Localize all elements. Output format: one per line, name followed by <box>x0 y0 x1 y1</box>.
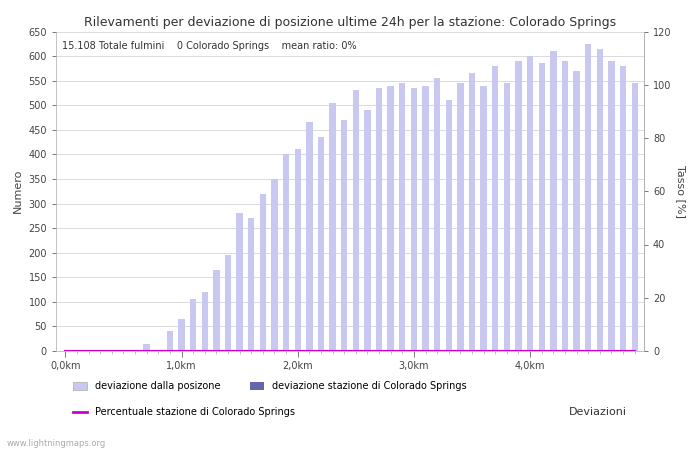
Bar <box>353 90 359 351</box>
Bar <box>399 83 405 351</box>
Y-axis label: Numero: Numero <box>13 169 23 213</box>
Bar <box>388 86 394 351</box>
Bar <box>225 255 231 351</box>
Bar <box>480 86 486 351</box>
Bar <box>585 44 591 351</box>
Text: www.lightningmaps.org: www.lightningmaps.org <box>7 439 106 448</box>
Title: Rilevamenti per deviazione di posizione ultime 24h per la stazione: Colorado Spr: Rilevamenti per deviazione di posizione … <box>84 16 616 29</box>
Bar <box>562 61 568 351</box>
Bar <box>504 83 510 351</box>
Bar <box>237 213 243 351</box>
Bar <box>538 63 545 351</box>
Bar <box>318 137 324 351</box>
Text: Deviazioni: Deviazioni <box>568 407 627 417</box>
Y-axis label: Tasso [%]: Tasso [%] <box>676 165 685 218</box>
Bar <box>631 83 638 351</box>
Bar <box>214 270 220 351</box>
Bar <box>422 86 428 351</box>
Bar <box>190 299 196 351</box>
Bar <box>364 110 370 351</box>
Bar <box>550 51 556 351</box>
Bar <box>341 120 347 351</box>
Bar <box>620 66 626 351</box>
Text: 15.108 Totale fulmini    0 Colorado Springs    mean ratio: 0%: 15.108 Totale fulmini 0 Colorado Springs… <box>62 41 356 51</box>
Bar <box>434 78 440 351</box>
Bar <box>248 218 254 351</box>
Bar <box>527 56 533 351</box>
Bar <box>596 49 603 351</box>
Bar <box>272 179 278 351</box>
Bar <box>469 73 475 351</box>
Bar <box>306 122 312 351</box>
Bar <box>446 100 452 351</box>
Bar <box>330 103 336 351</box>
Bar <box>144 344 150 351</box>
Bar <box>283 154 289 351</box>
Bar <box>573 71 580 351</box>
Bar <box>260 194 266 351</box>
Bar <box>178 319 185 351</box>
Bar <box>411 88 417 351</box>
Bar <box>457 83 463 351</box>
Bar <box>202 292 208 351</box>
Bar <box>376 88 382 351</box>
Bar <box>167 331 173 351</box>
Bar <box>492 66 498 351</box>
Legend: Percentuale stazione di Colorado Springs: Percentuale stazione di Colorado Springs <box>73 407 295 417</box>
Bar <box>295 149 301 351</box>
Bar <box>608 61 615 351</box>
Bar <box>515 61 522 351</box>
